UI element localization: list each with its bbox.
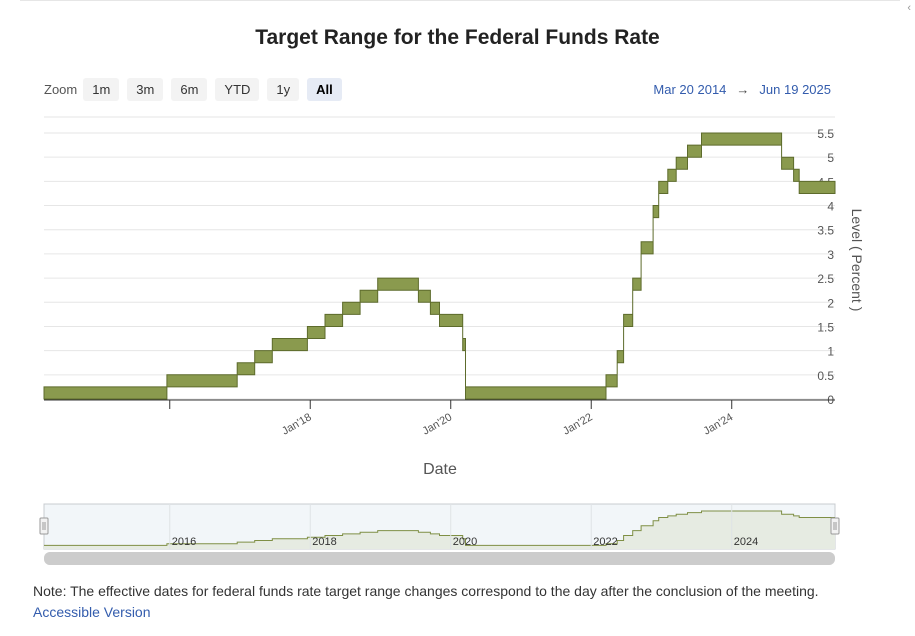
navigator-tick-label: 2024 <box>734 536 758 548</box>
footnote: Note: The effective dates for federal fu… <box>33 583 819 599</box>
y-tick-label: 0.5 <box>817 369 834 383</box>
navigator-line <box>44 510 835 546</box>
accessible-version-link[interactable]: Accessible Version <box>33 604 151 620</box>
rate-band <box>43 132 836 400</box>
x-tick-label: Jan'18 <box>280 411 314 437</box>
y-axis-ticks: 00.511.522.533.544.555.5 <box>817 127 834 407</box>
navigator-tick-label: 2022 <box>593 536 617 548</box>
zoom-1m-button[interactable]: 1m <box>83 78 120 101</box>
range-to[interactable]: Jun 19 2025 <box>759 82 831 97</box>
x-tick-label: Jan'20 <box>420 411 454 437</box>
y-tick-label: 3.5 <box>817 224 834 238</box>
navigator-right-handle[interactable] <box>830 517 840 535</box>
y-axis-title: Level ( Percent ) <box>849 209 865 312</box>
top-divider <box>20 0 900 1</box>
navigator-area <box>44 511 835 549</box>
y-tick-label: 5.5 <box>817 127 834 141</box>
zoom-label: Zoom <box>44 82 78 97</box>
zoom-controls: Zoom 1m 3m 6m YTD 1y All <box>44 78 350 101</box>
x-axis-title: Date <box>423 461 457 478</box>
zoom-all-button[interactable]: All <box>307 78 342 101</box>
zoom-6m-button[interactable]: 6m <box>171 78 208 101</box>
scrollbar-thumb[interactable] <box>44 552 835 565</box>
zoom-1y-button[interactable]: 1y <box>267 78 300 101</box>
chart-title: Target Range for the Federal Funds Rate <box>255 26 660 49</box>
y-tick-label: 4 <box>827 200 834 214</box>
y-tick-label: 3 <box>827 248 834 262</box>
y-tick-label: 5 <box>827 151 834 165</box>
y-tick-label: 2 <box>827 296 834 310</box>
range-from[interactable]: Mar 20 2014 <box>653 82 727 97</box>
y-tick-label: 1 <box>827 345 834 359</box>
x-tick-label: Jan'22 <box>561 411 595 437</box>
x-axis-ticks: Jan'18 Jan'20 Jan'22 Jan'24 <box>169 400 735 438</box>
navigator-tick-label: 2018 <box>312 536 336 548</box>
date-range: Mar 20 2014 → Jun 19 2025 <box>653 82 831 97</box>
navigator-left-handle[interactable] <box>39 517 49 535</box>
x-tick-label: Jan'24 <box>701 411 735 437</box>
zoom-3m-button[interactable]: 3m <box>127 78 164 101</box>
navigator-tick-label: 2016 <box>172 536 196 548</box>
navigator[interactable]: 2016 2018 2020 2022 2024 <box>39 503 840 565</box>
corner-mark: ‹ <box>907 2 911 14</box>
range-arrow: → <box>736 82 750 97</box>
grid-lines <box>44 116 835 400</box>
y-tick-label: 1.5 <box>817 320 834 334</box>
navigator-tick-label: 2020 <box>453 536 477 548</box>
zoom-ytd-button[interactable]: YTD <box>215 78 260 101</box>
y-tick-label: 2.5 <box>817 272 834 286</box>
